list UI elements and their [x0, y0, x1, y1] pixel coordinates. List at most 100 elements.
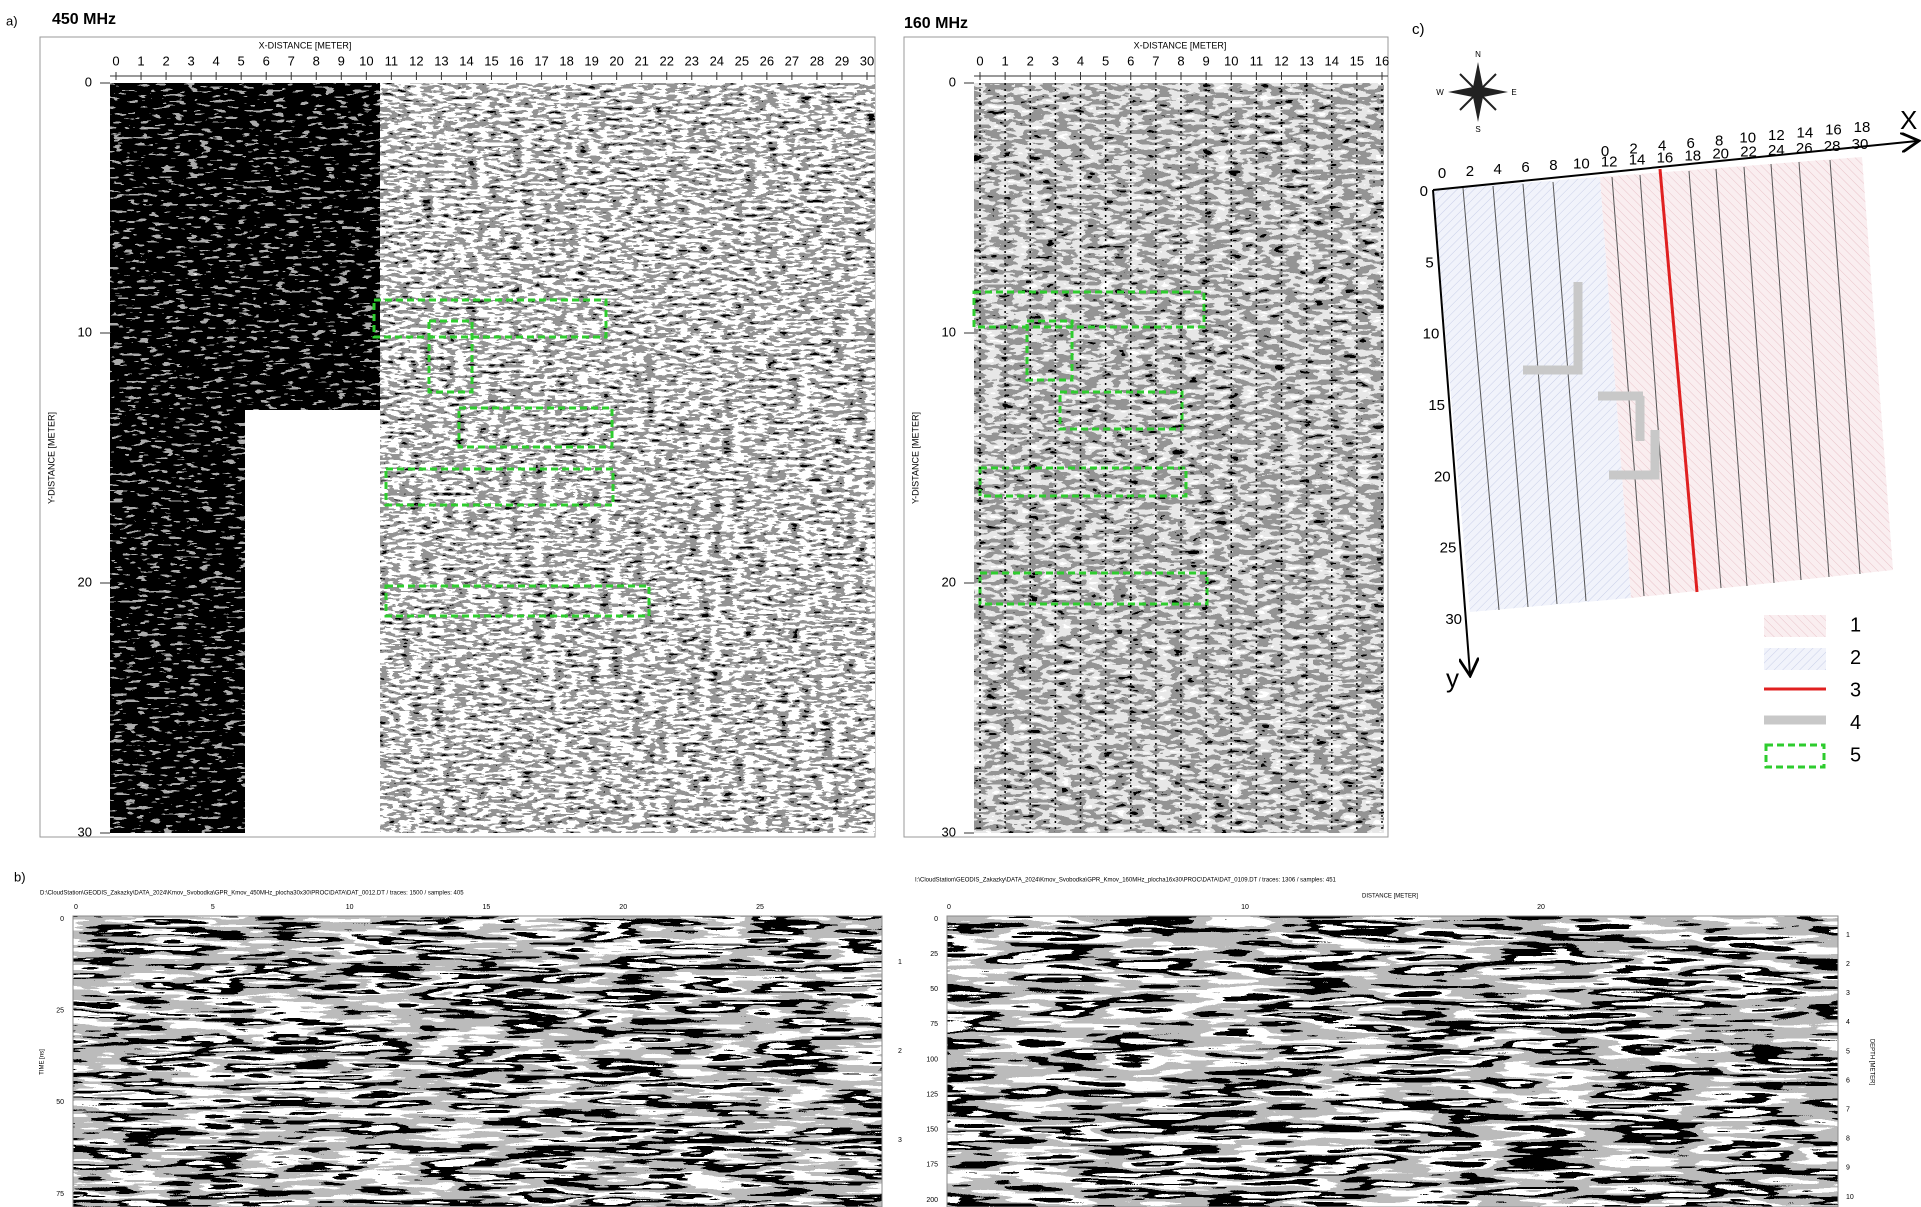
tick-label: 8 — [1846, 1136, 1850, 1143]
compass-label: W — [1436, 88, 1444, 97]
tick-label: 14 — [459, 53, 473, 68]
tick-label: 21 — [634, 53, 648, 68]
tick-label: 23 — [685, 53, 699, 68]
x-axis — [1432, 141, 1917, 191]
compass-label: N — [1475, 50, 1481, 59]
x-axis-name: X — [1900, 105, 1917, 135]
structures — [1523, 282, 1660, 480]
tick-label: 30 — [860, 53, 874, 68]
tick-label: 28 — [1824, 138, 1841, 155]
tick-label: 5 — [1846, 1048, 1850, 1055]
tick-label: 5 — [238, 53, 245, 68]
tick-label: 6 — [1686, 135, 1694, 152]
tick-label: 22 — [1740, 144, 1757, 161]
compass-label: E — [1511, 88, 1516, 97]
legend — [1764, 615, 1826, 769]
tick-label: 4 — [1846, 1019, 1850, 1026]
tick-label: 5 — [1102, 53, 1109, 68]
tick-label: 1 — [898, 959, 902, 966]
tick-label: 22 — [659, 53, 673, 68]
tick-label: 2 — [1629, 140, 1637, 157]
tick-label: 20 — [942, 574, 956, 589]
tick-label: 15 — [484, 53, 498, 68]
tick-label: 0 — [934, 916, 938, 923]
tick-label: 0 — [1438, 165, 1446, 182]
tick-label: 1 — [1002, 53, 1009, 68]
tick-label: 16 — [509, 53, 523, 68]
compass-label: S — [1475, 125, 1480, 134]
tick-label: 4 — [1077, 53, 1084, 68]
tick-label: 15 — [1428, 397, 1445, 414]
y-axis-label: TIME [ns] — [40, 1049, 46, 1075]
tick-label: 28 — [810, 53, 824, 68]
tick-label: 8 — [313, 53, 320, 68]
tick-label: 4 — [1658, 138, 1666, 155]
area-1 — [1600, 157, 1893, 598]
tick-label: 8 — [1715, 132, 1723, 149]
legend-label: 3 — [1850, 679, 1861, 701]
tick-label: 7 — [1846, 1107, 1850, 1114]
y-axis-name: y — [1446, 663, 1459, 693]
tick-label: 7 — [1152, 53, 1159, 68]
tick-label: 0 — [1601, 143, 1609, 160]
tick-label: 75 — [930, 1021, 938, 1028]
gpr-map — [974, 83, 1384, 833]
tick-label: 10 — [346, 904, 354, 911]
tick-label: 6 — [1127, 53, 1134, 68]
tick-label: 3 — [1052, 53, 1059, 68]
tick-label: 26 — [1796, 140, 1813, 157]
tick-label: 25 — [930, 951, 938, 958]
tick-label: 27 — [785, 53, 799, 68]
tick-label: 18 — [1684, 148, 1701, 165]
tick-label: 24 — [710, 53, 724, 68]
tick-label: 10 — [78, 324, 92, 339]
tick-label: 10 — [359, 53, 373, 68]
tick-label: 18 — [559, 53, 573, 68]
tick-label: 75 — [56, 1191, 64, 1198]
panel-label: a) — [6, 13, 18, 28]
anomaly-boxes — [372, 298, 651, 618]
legend-label: 2 — [1850, 647, 1861, 669]
panel-title: 450 MHz — [52, 11, 116, 28]
legend-label: 1 — [1850, 614, 1861, 636]
tick-label: 8 — [1177, 53, 1184, 68]
tick-label: 10 — [1846, 1194, 1854, 1201]
tick-label: 10 — [1224, 53, 1238, 68]
profile-lines — [1462, 159, 1861, 611]
tick-label: 14 — [1629, 151, 1646, 168]
tick-label: 1 — [137, 53, 144, 68]
tick-label: 9 — [1203, 53, 1210, 68]
tick-label: 13 — [1299, 53, 1313, 68]
tick-label: 0 — [60, 916, 64, 923]
frame — [72, 915, 883, 1207]
tick-label: 12 — [409, 53, 423, 68]
tick-label: 175 — [926, 1162, 938, 1169]
tick-label: 25 — [1440, 540, 1457, 557]
tick-label: 0 — [85, 74, 92, 89]
panel-title: 160 MHz — [904, 15, 968, 32]
panel-label: b) — [14, 869, 26, 884]
file-header: I:\CloudStation\GEODIS_Zakazky\DATA_2024… — [915, 878, 1337, 884]
tick-label: 12 — [1274, 53, 1288, 68]
tick-label: 10 — [1423, 326, 1440, 343]
tick-label: 5 — [211, 904, 215, 911]
tick-label: 8 — [1549, 157, 1557, 174]
frame — [946, 915, 1839, 1207]
tick-label: 4 — [1494, 161, 1502, 178]
x-axis-label: X-DISTANCE [METER] — [1134, 40, 1227, 50]
tick-label: 10 — [1739, 130, 1756, 147]
tick-label: 0 — [112, 53, 119, 68]
profile-b — [1658, 168, 1699, 593]
tick-label: 2 — [1846, 961, 1850, 968]
x-axis-label: DISTANCE [METER] — [1362, 894, 1418, 900]
tick-label: 10 — [942, 324, 956, 339]
tick-label: 11 — [385, 53, 399, 68]
tick-label: 0 — [949, 74, 956, 89]
tick-label: 4 — [213, 53, 220, 68]
tick-label: 20 — [1537, 904, 1545, 911]
tick-label: 20 — [619, 904, 627, 911]
tick-label: 50 — [56, 1099, 64, 1106]
legend-label: 5 — [1850, 744, 1861, 766]
